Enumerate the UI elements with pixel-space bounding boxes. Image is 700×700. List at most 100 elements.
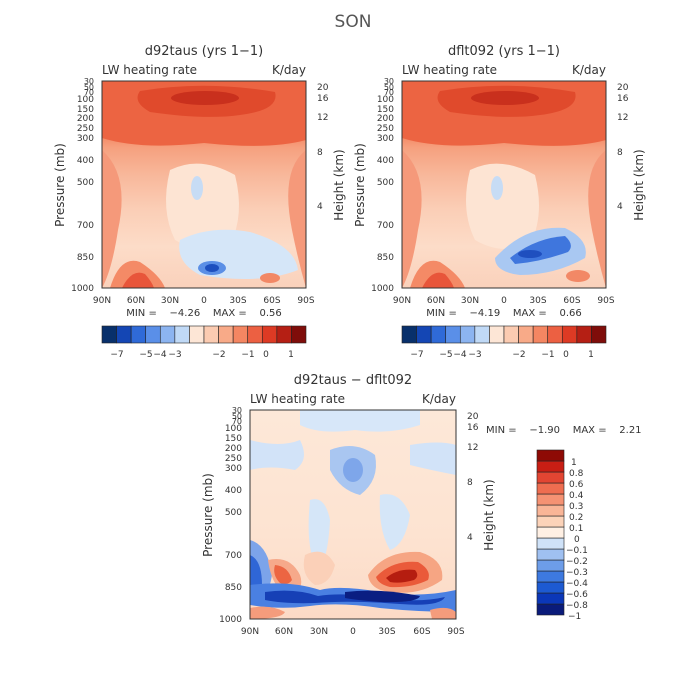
colorbar-swatch: [536, 581, 565, 594]
panel-1-y-ticks: 30 50 70 100 150 200 250 300 400 500 700…: [71, 77, 94, 294]
panel-1-colorbar-label: 1: [288, 350, 294, 360]
panel-1-xtick: 60S: [263, 296, 280, 306]
panel-2-xtick: 30S: [529, 296, 546, 306]
colorbar-swatch: [416, 325, 432, 344]
panel-3-xtick: 90S: [447, 627, 464, 637]
colorbar-swatch: [536, 526, 565, 539]
panel-1-ytick-right: 12: [317, 113, 328, 123]
colorbar-swatch: [536, 504, 565, 517]
panel-1-ytick: 850: [77, 253, 94, 263]
panel-2-xtick: 90S: [597, 296, 614, 306]
panel-3-ytick-right: 20: [467, 412, 479, 422]
panel-2-min-max: MIN = −4.19 MAX = 0.66: [426, 308, 582, 319]
panel-1-ytick-right: 20: [317, 83, 329, 93]
panel-1-ytick: 30: [84, 77, 94, 86]
panel-1-colorbar: −7 −5 −4 −3 −2 −1 0 1: [101, 325, 307, 360]
panel-3-title: d92taus − dflt092: [294, 373, 412, 388]
panel-3-colorbar: 1 0.8 0.6 0.4 0.3 0.2 0.1 0 −0.1 −0.2 −0…: [536, 449, 588, 622]
panel-2-subtitle-right: K/day: [572, 63, 606, 77]
panel-2-ytick: 100: [377, 95, 394, 105]
panel-1-colorbar-label: −7: [110, 350, 123, 360]
panel-2-xtick: 30N: [461, 296, 479, 306]
colorbar-swatch: [536, 493, 565, 506]
panel-2-subtitle-left: LW heating rate: [402, 63, 497, 77]
panel-2-ytick: 150: [377, 105, 394, 115]
panel-2-colorbar-label: 0: [563, 350, 569, 360]
panel-1-ytick: 700: [77, 221, 94, 231]
colorbar-swatch: [536, 515, 565, 528]
panel-2-ylabel: Pressure (mb): [353, 143, 367, 227]
panel-3-subtitle-right: K/day: [422, 392, 456, 406]
panel-3-colorbar-label: 0.2: [569, 513, 583, 523]
panel-1-field: [102, 81, 306, 288]
colorbar-swatch: [518, 325, 534, 344]
panel-2-ytick: 250: [377, 124, 394, 134]
panel-1-title: d92taus (yrs 1−1): [145, 44, 264, 59]
panel-1-ytick: 200: [77, 114, 94, 124]
panel-3-ytick: 850: [225, 583, 242, 593]
panel-2-field: [402, 81, 606, 288]
panel-2-ytick: 500: [377, 178, 394, 188]
panel-2-xtick: 0: [501, 296, 507, 306]
panel-1-ytick: 100: [77, 95, 94, 105]
panel-3-colorbar-label: −0.8: [566, 601, 588, 611]
panel-3-ytick-right: 4: [467, 533, 473, 543]
colorbar-swatch: [232, 325, 249, 344]
panel-1-xtick: 30N: [161, 296, 179, 306]
panel-3: d92taus − dflt092 LW heating rate K/day: [201, 373, 642, 637]
panel-1-ytick: 300: [77, 134, 94, 144]
colorbar-swatch: [576, 325, 592, 344]
panel-3-xtick: 60S: [413, 627, 430, 637]
colorbar-swatch: [101, 325, 117, 344]
panel-3-ylabel: Pressure (mb): [201, 473, 215, 557]
colorbar-swatch: [536, 570, 565, 583]
panel-1-xtick: 90N: [93, 296, 111, 306]
panel-3-ytick: 100: [225, 424, 242, 434]
panel-1-ytick-right: 4: [317, 202, 323, 212]
panel-3-ytick: 150: [225, 434, 242, 444]
panel-3-subtitle-left: LW heating rate: [250, 392, 345, 406]
colorbar-swatch: [591, 325, 607, 344]
colorbar-swatch: [247, 325, 263, 344]
colorbar-swatch: [474, 325, 490, 344]
panel-2-ytick: 30: [384, 77, 394, 86]
panel-2-title: dflt092 (yrs 1−1): [448, 44, 560, 59]
panel-3-ytick: 500: [225, 508, 242, 518]
colorbar-swatch: [536, 449, 565, 462]
panel-2-colorbar-label: 1: [588, 350, 594, 360]
panel-1-xtick: 0: [201, 296, 207, 306]
colorbar-swatch: [536, 471, 565, 484]
panel-3-xtick: 0: [350, 627, 356, 637]
panel-3-colorbar-label: 0.8: [569, 469, 584, 479]
panel-1-min-max: MIN = −4.26 MAX = 0.56: [126, 308, 282, 319]
panel-3-ytick-right: 16: [467, 423, 479, 433]
colorbar-swatch: [536, 603, 565, 616]
colorbar-swatch: [536, 537, 565, 550]
panel-1: d92taus (yrs 1−1) LW heating rate K/day …: [53, 44, 346, 360]
panel-3-field: [250, 410, 456, 619]
panel-2-ytick-right: 16: [617, 94, 629, 104]
panel-2-xtick: 60N: [427, 296, 445, 306]
panel-2-ytick: 850: [377, 253, 394, 263]
panel-2-ytick-right: 4: [617, 202, 623, 212]
panel-3-colorbar-label: −0.3: [566, 568, 588, 578]
panel-2-xtick: 60S: [563, 296, 580, 306]
colorbar-swatch: [445, 325, 461, 344]
colorbar-swatch: [547, 325, 563, 344]
panel-3-y-ticks: 30 50 70 100 150 200 250 300 400 500 700…: [219, 406, 242, 625]
panel-3-colorbar-label: −0.1: [566, 546, 588, 556]
colorbar-swatch: [203, 325, 219, 344]
panel-3-ytick: 50: [232, 412, 242, 421]
panel-3-ytick: 300: [225, 464, 242, 474]
panel-1-ytick: 1000: [71, 284, 94, 294]
panel-1-x-ticks: 90N 60N 30N 0 30S 60S 90S: [93, 296, 315, 306]
panel-2-ytick-right: 8: [617, 148, 623, 158]
colorbar-swatch: [536, 548, 565, 561]
colorbar-swatch: [561, 325, 578, 344]
panel-1-ytick: 70: [84, 88, 94, 97]
panel-3-colorbar-label: 1: [571, 458, 577, 468]
panel-2-ytick-right: 20: [617, 83, 629, 93]
colorbar-swatch: [536, 460, 565, 473]
panel-3-ylabel-right: Height (km): [482, 479, 496, 550]
